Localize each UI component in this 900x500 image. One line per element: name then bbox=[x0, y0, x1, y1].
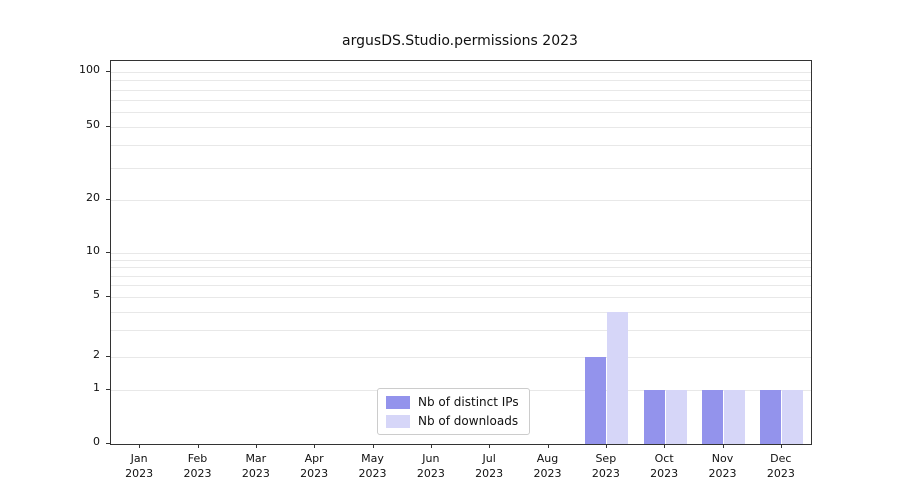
y-tick-label: 5 bbox=[93, 287, 100, 301]
y-tick-label: 50 bbox=[86, 117, 100, 131]
y-gridline bbox=[111, 252, 811, 254]
x-tick-mark bbox=[255, 444, 257, 448]
y-gridline bbox=[111, 72, 811, 74]
y-tick-label: 10 bbox=[86, 243, 100, 257]
y-gridline bbox=[111, 330, 811, 332]
y-gridline bbox=[111, 89, 811, 91]
x-tick-mark bbox=[780, 444, 782, 448]
x-tick-mark bbox=[430, 444, 432, 448]
legend: Nb of distinct IPs Nb of downloads bbox=[377, 388, 530, 435]
bar-distinct-ips bbox=[760, 390, 782, 444]
x-tick-label: Jan 2023 bbox=[125, 452, 154, 480]
bar-downloads bbox=[665, 390, 687, 444]
legend-entry-downloads: Nb of downloads bbox=[386, 414, 519, 428]
y-gridline bbox=[111, 311, 811, 313]
bar-downloads bbox=[607, 311, 629, 444]
x-tick-mark bbox=[139, 444, 141, 448]
x-tick-mark bbox=[372, 444, 374, 448]
y-gridline bbox=[111, 296, 811, 298]
y-gridline bbox=[111, 112, 811, 114]
y-tick-label: 0 bbox=[93, 435, 100, 448]
plot-area bbox=[110, 60, 812, 445]
y-gridline bbox=[111, 285, 811, 287]
y-gridline bbox=[111, 126, 811, 128]
y-tick-label: 1 bbox=[93, 380, 100, 394]
y-tick-mark bbox=[106, 125, 110, 127]
x-tick-label: Jun 2023 bbox=[416, 452, 445, 480]
y-tick-mark bbox=[106, 251, 110, 253]
x-tick-mark bbox=[547, 444, 549, 448]
y-tick-mark bbox=[106, 295, 110, 297]
y-gridline bbox=[111, 357, 811, 359]
bar-downloads bbox=[782, 390, 804, 444]
x-tick-label: Apr 2023 bbox=[300, 452, 329, 480]
x-tick-mark bbox=[722, 444, 724, 448]
y-tick-label: 2 bbox=[93, 348, 100, 362]
x-tick-label: Dec 2023 bbox=[766, 452, 795, 480]
x-tick-mark bbox=[489, 444, 491, 448]
x-tick-label: Aug 2023 bbox=[533, 452, 562, 480]
y-gridline bbox=[111, 275, 811, 277]
y-gridline bbox=[111, 200, 811, 202]
y-gridline bbox=[111, 167, 811, 169]
y-gridline bbox=[111, 144, 811, 146]
x-tick-mark bbox=[314, 444, 316, 448]
x-tick-label: Sep 2023 bbox=[591, 452, 620, 480]
legend-swatch-distinct-ips bbox=[386, 395, 410, 409]
y-tick-mark bbox=[106, 199, 110, 201]
y-gridline bbox=[111, 267, 811, 269]
chart-title: argusDS.Studio.permissions 2023 bbox=[342, 33, 578, 49]
y-gridline bbox=[111, 100, 811, 102]
y-tick-mark bbox=[106, 443, 110, 444]
y-gridline bbox=[111, 259, 811, 261]
x-tick-mark bbox=[197, 444, 199, 448]
legend-entry-distinct-ips: Nb of distinct IPs bbox=[386, 395, 519, 409]
y-tick-mark bbox=[106, 356, 110, 358]
bar-distinct-ips bbox=[585, 357, 607, 444]
legend-swatch-downloads bbox=[386, 414, 410, 428]
bar-distinct-ips bbox=[702, 390, 723, 444]
x-tick-label: Oct 2023 bbox=[650, 452, 679, 480]
y-tick-label: 100 bbox=[79, 63, 100, 77]
y-tick-mark bbox=[106, 388, 110, 390]
y-gridline bbox=[111, 80, 811, 82]
x-tick-label: Jul 2023 bbox=[475, 452, 504, 480]
y-tick-mark bbox=[106, 71, 110, 73]
legend-label-distinct-ips: Nb of distinct IPs bbox=[418, 395, 519, 409]
x-tick-mark bbox=[664, 444, 666, 448]
bar-downloads bbox=[724, 390, 745, 444]
x-tick-mark bbox=[605, 444, 607, 448]
legend-label-downloads: Nb of downloads bbox=[418, 414, 519, 428]
x-tick-label: May 2023 bbox=[358, 452, 387, 480]
x-tick-label: Feb 2023 bbox=[183, 452, 212, 480]
bar-distinct-ips bbox=[643, 390, 665, 444]
x-tick-label: Mar 2023 bbox=[241, 452, 270, 480]
x-tick-label: Nov 2023 bbox=[708, 452, 737, 480]
y-tick-label: 20 bbox=[86, 191, 100, 205]
